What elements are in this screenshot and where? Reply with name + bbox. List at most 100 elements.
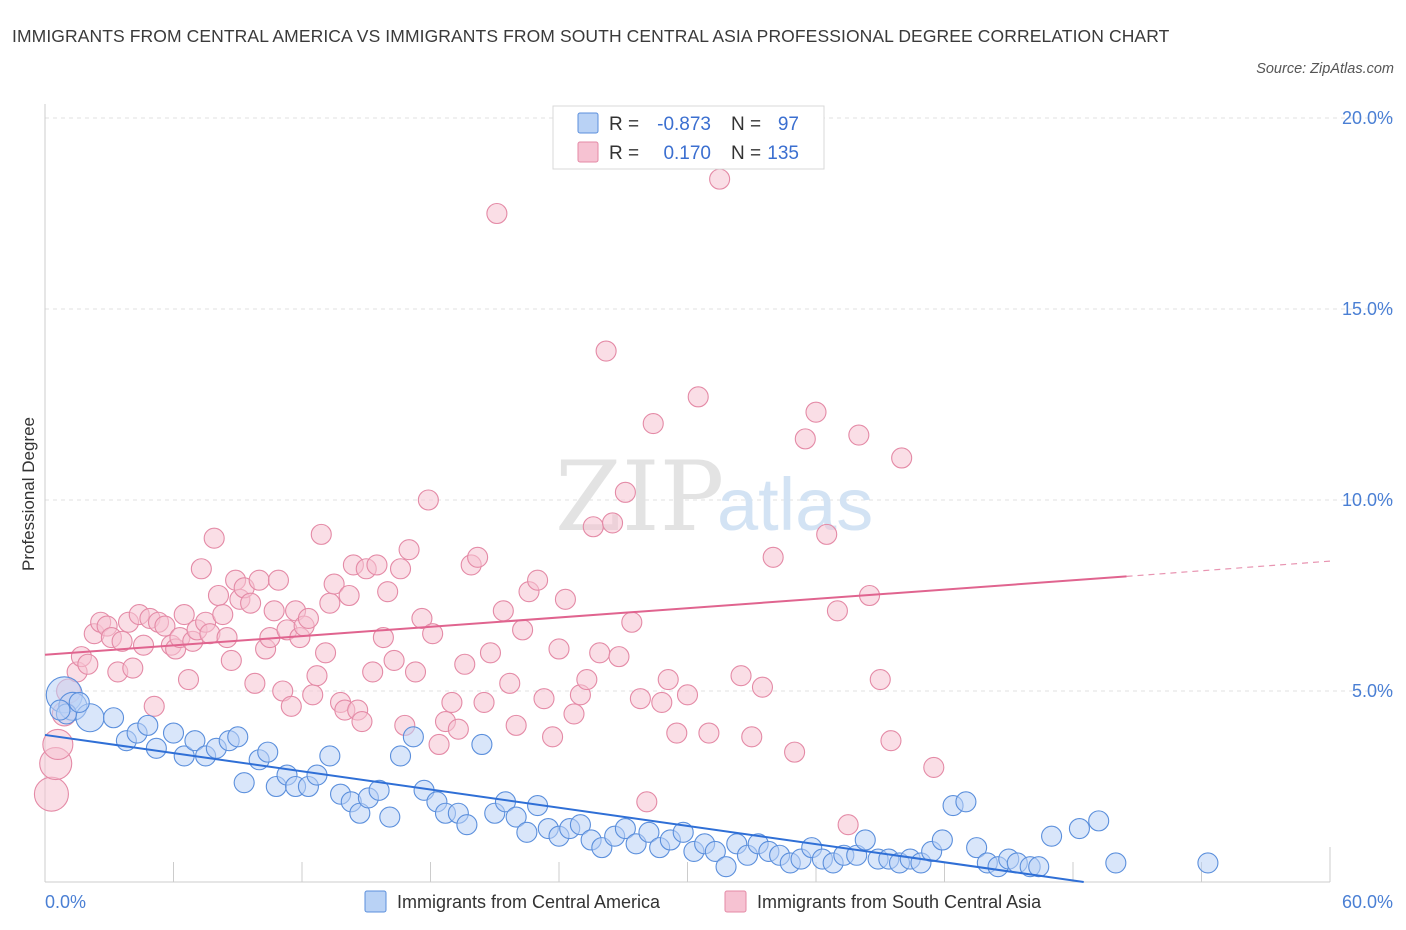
central-america-point [137, 714, 159, 736]
legend-r-label-2: R = [609, 143, 639, 164]
south-central-asia-point [267, 569, 289, 591]
south-central-asia-point [676, 684, 699, 706]
legend-swatch-pink [577, 141, 599, 163]
legend-r-value-2: 0.170 [663, 143, 711, 164]
south-central-asia-point [398, 539, 420, 561]
central-america-point [319, 745, 341, 767]
south-central-asia-point [554, 588, 576, 610]
south-central-asia-point [248, 569, 270, 591]
south-central-asia-point [533, 688, 555, 710]
series-south-central-asia-points [33, 168, 945, 836]
south-central-asia-point [383, 649, 405, 671]
central-america-point [379, 806, 401, 828]
y-tick-label: 20.0% [1342, 108, 1393, 128]
south-central-asia-point [199, 623, 221, 645]
legend-n-label-1: N = [731, 114, 761, 135]
south-central-asia-point [338, 584, 360, 607]
watermark-atlas: atlas [717, 463, 873, 546]
south-central-asia-point [173, 604, 195, 626]
bottom-legend-swatch-blue [364, 890, 387, 913]
y-tick-label: 5.0% [1352, 681, 1393, 701]
south-central-asia-point [372, 626, 394, 649]
south-central-asia-point [563, 703, 585, 725]
south-central-asia-point [499, 672, 521, 694]
chart-title: IMMIGRANTS FROM CENTRAL AMERICA VS IMMIG… [12, 26, 1170, 46]
south-central-asia-point [319, 592, 341, 614]
central-america-point [1028, 856, 1050, 878]
trend-line-central-america [44, 733, 1084, 883]
south-central-asia-point [143, 695, 165, 717]
central-america-point [49, 699, 71, 721]
central-america-point [1105, 852, 1127, 874]
south-central-asia-point [891, 447, 913, 469]
south-central-asia-point [33, 776, 69, 812]
south-central-asia-point [310, 523, 332, 545]
y-axis-label: Professional Degree [19, 417, 38, 571]
central-america-point [184, 730, 206, 752]
central-america-point [145, 737, 167, 759]
south-central-asia-point [190, 558, 212, 580]
central-america-point [402, 726, 424, 748]
watermark: ZIP atlas [555, 441, 873, 553]
bottom-legend-label-pink: Immigrants from South Central Asia [757, 892, 1042, 912]
south-central-asia-point [377, 581, 399, 603]
south-central-asia-point [467, 546, 489, 568]
south-central-asia-point [177, 668, 200, 691]
legend-swatch-blue [577, 112, 599, 134]
legend-r-value-1: -0.873 [657, 114, 711, 135]
south-central-asia-point [621, 611, 643, 633]
central-america-point [614, 817, 636, 840]
south-central-asia-point [417, 489, 439, 511]
south-central-asia-point [709, 168, 731, 190]
south-central-asia-point [351, 711, 373, 733]
trend-line-south-central-asia-extension [1126, 560, 1331, 577]
series-central-america-points [45, 676, 1219, 878]
bottom-legend-label-blue: Immigrants from Central America [397, 892, 661, 912]
central-america-point [966, 837, 988, 859]
central-america-point [1197, 852, 1219, 874]
bottom-legend: Immigrants from Central America Immigran… [364, 890, 1042, 913]
south-central-asia-point [389, 558, 412, 580]
legend-n-label-2: N = [731, 143, 761, 164]
south-central-asia-point [608, 646, 630, 668]
central-america-point [1041, 825, 1063, 847]
central-america-point [569, 814, 591, 836]
central-america-point [471, 733, 493, 756]
x-tick-label-max: 60.0% [1342, 892, 1393, 912]
south-central-asia-point [595, 340, 617, 362]
south-central-asia-point [741, 726, 763, 748]
watermark-zip: ZIP [555, 441, 724, 553]
south-central-asia-point [302, 684, 324, 706]
south-central-asia-point [492, 600, 514, 622]
south-central-asia-point [297, 607, 319, 629]
central-america-point [368, 779, 390, 801]
south-central-asia-point [880, 730, 902, 752]
south-central-asia-point [657, 668, 679, 691]
south-central-asia-point [42, 728, 74, 761]
south-central-asia-point [220, 649, 242, 671]
south-central-asia-point [601, 512, 624, 534]
south-central-asia-point [207, 584, 230, 607]
south-central-asia-point [837, 814, 859, 836]
south-central-asia-point [582, 516, 604, 538]
south-central-asia-point [548, 638, 570, 660]
central-america-point [389, 745, 412, 767]
x-tick-label-min: 0.0% [45, 892, 86, 912]
south-central-asia-point [762, 546, 784, 568]
central-america-point [931, 829, 953, 851]
south-central-asia-point [486, 202, 508, 225]
south-central-asia-point [848, 424, 870, 446]
south-central-asia-point [794, 428, 816, 450]
south-central-asia-point [576, 668, 598, 691]
central-america-point [456, 814, 478, 836]
south-central-asia-point [447, 718, 469, 740]
south-central-asia-point [642, 413, 664, 435]
y-tick-labels: 5.0% 10.0% 15.0% 20.0% [1342, 108, 1393, 701]
south-central-asia-point [216, 626, 238, 649]
south-central-asia-point [666, 722, 688, 744]
south-central-asia-point [473, 691, 495, 714]
south-central-asia-point [122, 657, 144, 679]
legend-n-value-2: 135 [767, 143, 799, 164]
south-central-asia-point [422, 623, 444, 645]
